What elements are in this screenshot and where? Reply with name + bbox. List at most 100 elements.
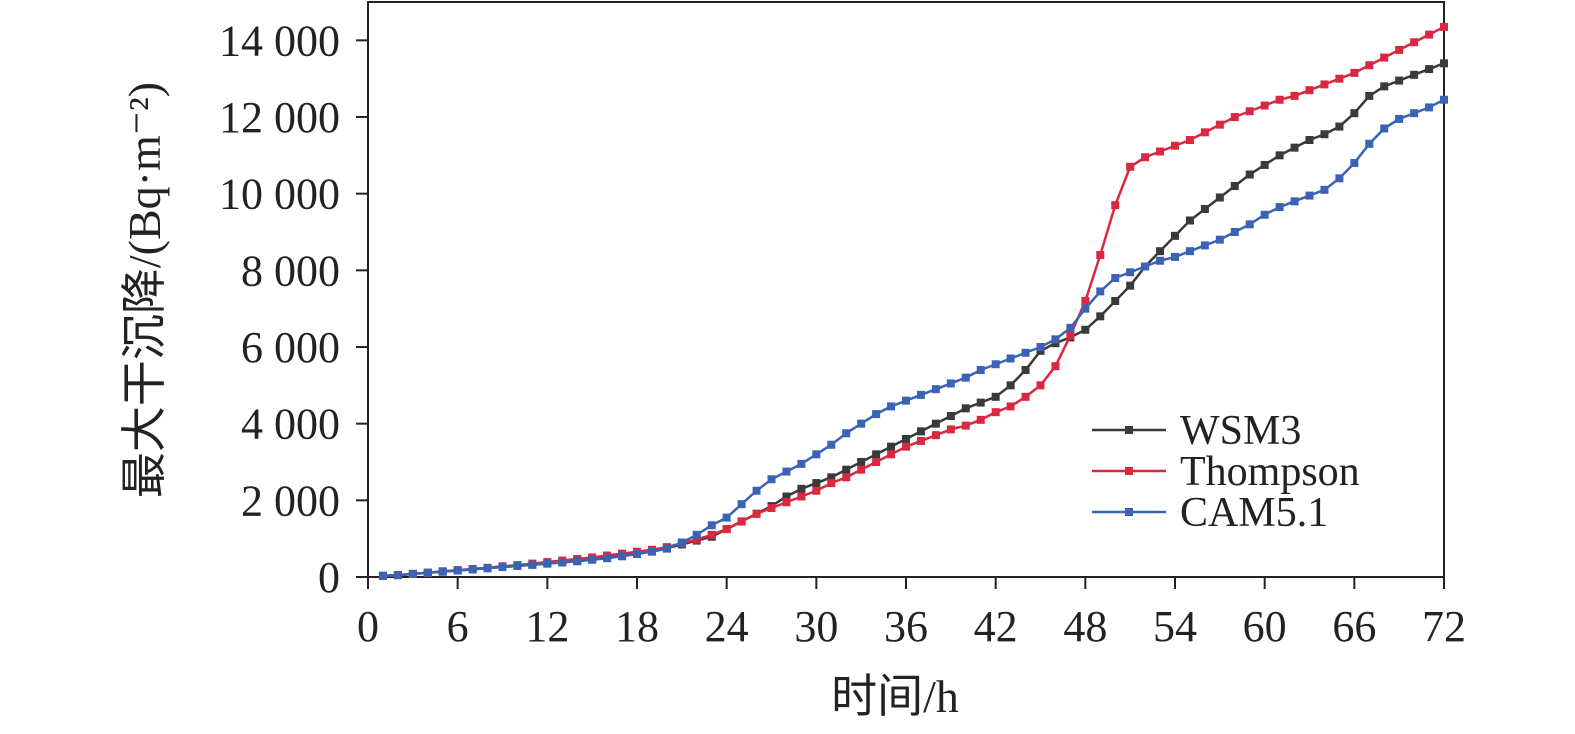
point: [1425, 103, 1434, 112]
point: [1440, 22, 1448, 31]
point: [1185, 247, 1194, 256]
point: [1410, 70, 1419, 79]
y-tick-label: 0: [318, 553, 340, 602]
point: [438, 567, 447, 576]
point: [1215, 193, 1224, 202]
point: [1425, 30, 1434, 39]
point: [408, 569, 417, 578]
point: [707, 530, 716, 539]
point: [797, 459, 806, 468]
point: [1245, 170, 1254, 179]
y-tick-label: 2 000: [241, 476, 340, 525]
point: [812, 479, 821, 488]
point: [1320, 130, 1329, 139]
point: [1185, 136, 1194, 144]
point: [946, 412, 955, 420]
point: [1006, 381, 1015, 390]
point: [767, 475, 776, 484]
point: [1230, 113, 1239, 121]
point: [887, 442, 896, 451]
x-tick-label: 24: [705, 602, 749, 651]
point: [1275, 203, 1284, 212]
point: [1036, 381, 1045, 390]
y-tick-label: 4 000: [241, 400, 340, 449]
point: [827, 473, 836, 482]
point: [1440, 95, 1448, 104]
point: [1290, 197, 1299, 206]
point: [1081, 304, 1090, 313]
point: [1410, 109, 1419, 118]
point: [946, 425, 955, 434]
point: [1215, 235, 1224, 244]
x-tick-label: 42: [974, 602, 1018, 651]
point: [1066, 331, 1075, 340]
point: [1200, 128, 1209, 137]
point: [1171, 231, 1179, 240]
point: [812, 486, 821, 495]
point: [1395, 45, 1404, 54]
point: [857, 465, 866, 474]
point: [797, 492, 806, 501]
point: [1350, 159, 1359, 167]
point: [812, 450, 821, 459]
point: [1380, 124, 1389, 133]
point: [633, 550, 641, 558]
point: [1141, 153, 1150, 162]
point: [1051, 335, 1060, 344]
point: [1260, 210, 1269, 219]
point: [842, 473, 851, 482]
point: [1440, 59, 1448, 68]
point: [1081, 297, 1090, 305]
point: [872, 410, 881, 419]
point: [573, 557, 582, 566]
point: [976, 415, 985, 424]
point: [1245, 220, 1254, 229]
point: [1111, 274, 1120, 282]
point: [1305, 136, 1314, 144]
x-tick-label: 12: [525, 602, 569, 651]
point: [647, 547, 656, 556]
point: [961, 404, 970, 413]
point: [902, 435, 910, 443]
x-tick-label: 66: [1332, 602, 1376, 651]
point: [1380, 82, 1389, 91]
legend-label: CAM5.1: [1180, 490, 1328, 536]
point: [453, 566, 462, 575]
point: [1126, 162, 1135, 171]
point: [737, 500, 746, 509]
x-tick-label: 6: [447, 602, 469, 651]
point: [618, 552, 627, 561]
point: [857, 419, 866, 428]
point: [931, 385, 940, 394]
point: [1350, 68, 1359, 77]
point: [1096, 251, 1105, 259]
point: [991, 360, 1000, 369]
point: [588, 555, 597, 564]
point: [423, 568, 432, 577]
point: [1021, 366, 1030, 374]
y-tick-label: 10 000: [219, 170, 340, 219]
point: [1395, 76, 1404, 85]
point: [1230, 182, 1239, 190]
point: [931, 419, 940, 428]
x-tick-label: 18: [615, 602, 659, 651]
point: [1036, 343, 1045, 351]
point: [991, 408, 1000, 417]
point: [961, 373, 970, 382]
point: [1021, 392, 1030, 401]
point: [1111, 297, 1120, 305]
point: [1365, 61, 1374, 70]
point: [946, 379, 955, 388]
point: [916, 436, 925, 445]
point: [468, 565, 477, 574]
point: [1230, 228, 1239, 236]
point: [961, 421, 970, 430]
point: [1365, 139, 1374, 148]
legend-marker: [1125, 467, 1133, 475]
point: [887, 402, 896, 411]
point: [872, 458, 881, 466]
point: [528, 560, 537, 569]
point: [752, 486, 761, 495]
point: [916, 390, 925, 399]
